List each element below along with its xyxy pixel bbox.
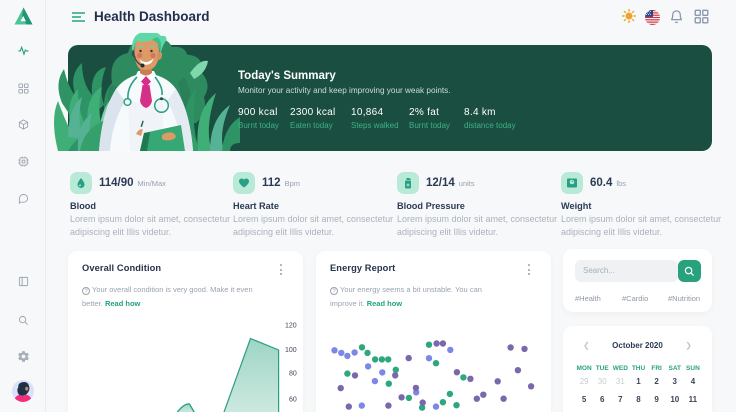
svg-text:100: 100 [285, 347, 297, 354]
svg-text:60: 60 [289, 397, 297, 404]
svg-text:120: 120 [285, 323, 297, 330]
svg-text:80: 80 [289, 371, 297, 378]
